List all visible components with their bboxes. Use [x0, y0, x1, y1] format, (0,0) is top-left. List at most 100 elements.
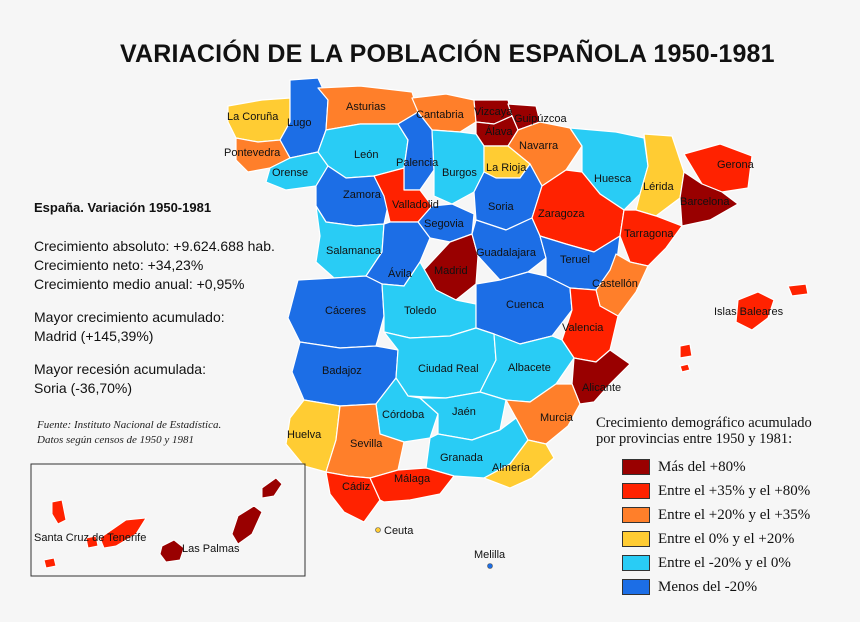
legend-swatch: [622, 507, 650, 523]
label-huesca: Huesca: [594, 173, 632, 185]
island-fuerteventura: [231, 505, 263, 545]
label-huelva: Huelva: [287, 429, 322, 441]
label-zamora: Zamora: [343, 189, 382, 201]
province-barcelona: [679, 171, 739, 227]
label-burgos: Burgos: [442, 167, 477, 179]
label-ciudadreal: Ciudad Real: [418, 363, 479, 375]
label-vizcaya: Vizcaya: [474, 106, 513, 118]
province-caceres: [287, 275, 385, 349]
label-gerona: Gerona: [717, 159, 755, 171]
island-el-hierro: [43, 557, 57, 569]
label-leon: León: [354, 149, 378, 161]
province-huesca: [569, 127, 649, 211]
label-palencia: Palencia: [396, 157, 439, 169]
legend-item: Entre el -20% y el 0%: [622, 551, 812, 575]
stat-absolute: Crecimiento absoluto: +9.624.688 hab.: [34, 238, 275, 254]
label-alicante: Alicante: [582, 382, 621, 394]
province-baleares-formentera: [679, 363, 691, 373]
label-guipuzcoa: Guipúzcoa: [514, 113, 567, 125]
label-lerida: Lérida: [643, 181, 674, 193]
island-la-palma: [51, 499, 67, 525]
stat-annual: Crecimiento medio anual: +0,95%: [34, 276, 245, 292]
label-navarra: Navarra: [519, 140, 559, 152]
map-title: VARIACIÓN DE LA POBLACIÓN ESPAÑOLA 1950-…: [120, 40, 775, 68]
legend-label: Entre el 0% y el +20%: [658, 530, 795, 547]
stats-panel: España. Variación 1950-1981 Crecimiento …: [34, 200, 275, 398]
label-badajoz: Badajoz: [322, 365, 362, 377]
stat-max-label: Mayor crecimiento acumulado:: [34, 309, 225, 325]
stats-heading: España. Variación 1950-1981: [34, 200, 212, 215]
legend-label: Entre el +35% y el +80%: [658, 482, 811, 499]
ceuta-marker: [375, 527, 381, 533]
province-tarragona: [619, 209, 683, 267]
island-lanzarote: [261, 477, 283, 499]
label-caceres: Cáceres: [325, 305, 366, 317]
province-segovia: [417, 203, 475, 243]
label-salamanca: Salamanca: [326, 245, 382, 257]
province-cuenca: [475, 271, 573, 345]
label-castellon: Castellón: [592, 278, 638, 290]
label-alava: Álava: [485, 125, 513, 138]
label-barcelona: Barcelona: [680, 196, 730, 208]
legend-item: Entre el +35% y el +80%: [622, 479, 812, 503]
label-coruna: La Coruña: [227, 111, 279, 123]
legend-swatch: [622, 459, 650, 475]
label-laspalmas: Las Palmas: [182, 543, 240, 555]
legend-swatch: [622, 483, 650, 499]
label-baleares: Islas Baleares: [714, 306, 784, 318]
island-la-gomera: [85, 535, 99, 549]
label-pontevedra: Pontevedra: [224, 147, 281, 159]
label-toledo: Toledo: [404, 305, 436, 317]
label-larioja: La Rioja: [486, 162, 527, 174]
label-asturias: Asturias: [346, 101, 386, 113]
label-tarragona: Tarragona: [624, 228, 674, 240]
province-baleares-menorca: [787, 283, 809, 297]
province-almeria: [483, 439, 555, 489]
label-zaragoza: Zaragoza: [538, 208, 585, 220]
label-guadalajara: Guadalajara: [476, 247, 537, 259]
source-line-1: Fuente: Instituto Nacional de Estadístic…: [37, 419, 222, 431]
legend-item: Entre el +20% y el +35%: [622, 503, 812, 527]
label-avila: Ávila: [388, 267, 413, 280]
stat-net: Crecimiento neto: +34,23%: [34, 257, 204, 273]
label-jaen: Jaén: [452, 406, 476, 418]
label-segovia: Segovia: [424, 218, 465, 230]
island-gran-canaria: [159, 539, 185, 563]
label-valencia: Valencia: [562, 322, 604, 334]
label-cordoba: Córdoba: [382, 409, 425, 421]
label-sevilla: Sevilla: [350, 438, 383, 450]
legend-label: Entre el +20% y el +35%: [658, 506, 811, 523]
legend-swatch: [622, 579, 650, 595]
label-cuenca: Cuenca: [506, 299, 545, 311]
label-albacete: Albacete: [508, 362, 551, 374]
label-granada: Granada: [440, 452, 484, 464]
label-tenerife: Santa Cruz de Tenerife: [34, 532, 146, 544]
label-cantabria: Cantabria: [416, 109, 465, 121]
legend-label: Más del +80%: [658, 458, 746, 475]
label-valladolid: Valladolid: [392, 199, 439, 211]
legend-swatch: [622, 555, 650, 571]
label-murcia: Murcia: [540, 412, 574, 424]
province-baleares-mallorca: [735, 291, 775, 331]
legend-item: Entre el 0% y el +20%: [622, 527, 812, 551]
label-melilla: Melilla: [474, 549, 506, 561]
stat-min-value: Soria (-36,70%): [34, 380, 133, 396]
legend-item: Más del +80%: [622, 455, 812, 479]
canarias-inset-frame: [30, 463, 306, 577]
source-note: Fuente: Instituto Nacional de Estadístic…: [37, 418, 221, 448]
source-line-2: Datos según censos de 1950 y 1981: [37, 434, 195, 446]
legend-title-1: Crecimiento demográfico acumulado: [596, 415, 812, 431]
label-malaga: Málaga: [394, 473, 431, 485]
legend: Crecimiento demográfico acumulado por pr…: [596, 415, 812, 599]
province-cadiz: [325, 471, 381, 523]
legend-label: Entre el -20% y el 0%: [658, 554, 791, 571]
stat-max-value: Madrid (+145,39%): [34, 328, 154, 344]
legend-item: Menos del -20%: [622, 575, 812, 599]
label-lugo: Lugo: [287, 117, 311, 129]
label-soria: Soria: [488, 201, 515, 213]
legend-label: Menos del -20%: [658, 578, 758, 595]
stat-min-label: Mayor recesión acumulada:: [34, 361, 206, 377]
island-tenerife: [99, 517, 147, 549]
label-madrid: Madrid: [434, 265, 468, 277]
